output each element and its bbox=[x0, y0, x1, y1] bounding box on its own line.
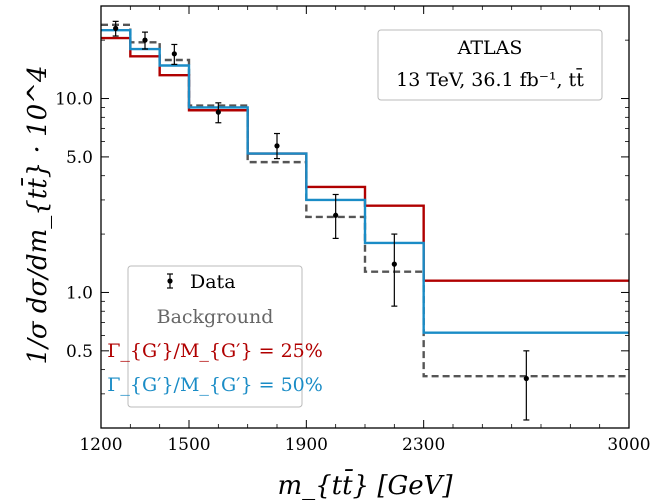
data-marker bbox=[523, 375, 529, 382]
atlas-subtitle: 13 TeV, 36.1 fb⁻¹, tt̄ bbox=[396, 67, 584, 91]
x-tick-label: 1500 bbox=[167, 435, 210, 455]
data-marker bbox=[274, 143, 280, 149]
x-tick-label: 3000 bbox=[607, 435, 650, 455]
data-point bbox=[112, 20, 119, 37]
atlas-label: ATLAS bbox=[457, 37, 523, 59]
data-marker bbox=[333, 212, 339, 218]
legend-box bbox=[127, 265, 303, 408]
data-point bbox=[215, 102, 222, 124]
data-marker bbox=[391, 261, 397, 267]
y-tick-label: 1.0 bbox=[66, 283, 93, 303]
data-point bbox=[274, 132, 280, 160]
x-tick-label: 2300 bbox=[402, 435, 445, 455]
data-layer bbox=[112, 20, 530, 421]
data-point bbox=[142, 31, 148, 50]
atlas-annotation: ATLAS 13 TeV, 36.1 fb⁻¹, tt̄ bbox=[377, 29, 603, 101]
data-marker bbox=[142, 37, 148, 43]
legend-data-marker bbox=[167, 273, 173, 289]
legend-label-width-25: Γ_{G′}/M_{G′} = 25% bbox=[107, 340, 323, 362]
data-point bbox=[332, 193, 339, 239]
data-point bbox=[171, 43, 178, 65]
x-tick-label: 1900 bbox=[285, 435, 328, 455]
y-tick-label: 0.5 bbox=[66, 342, 93, 362]
tick-layer: 1200 1500 1900 2300 3000 0.5 1.0 5.0 10.0 bbox=[55, 6, 651, 455]
data-marker bbox=[215, 109, 221, 115]
data-point bbox=[523, 350, 530, 421]
y-axis-title: 1/σ dσ/dm_{tt̄} · 10^4 bbox=[20, 66, 53, 365]
data-point bbox=[391, 233, 398, 307]
legend: Data Background Γ_{G′}/M_{G′} = 25% Γ_{G… bbox=[107, 265, 323, 408]
data-marker bbox=[171, 51, 177, 57]
legend-label-background: Background bbox=[157, 306, 274, 328]
y-tick-label: 5.0 bbox=[66, 148, 93, 168]
atlas-annotation-box bbox=[377, 29, 603, 101]
data-marker bbox=[113, 25, 119, 31]
x-tick-label: 1200 bbox=[79, 435, 122, 455]
legend-label-width-50: Γ_{G′}/M_{G′} = 50% bbox=[107, 374, 323, 396]
x-axis-title: m_{tt̄} [GeV] bbox=[277, 468, 453, 501]
y-tick-label: 10.0 bbox=[55, 90, 93, 110]
legend-label-data: Data bbox=[190, 271, 236, 293]
